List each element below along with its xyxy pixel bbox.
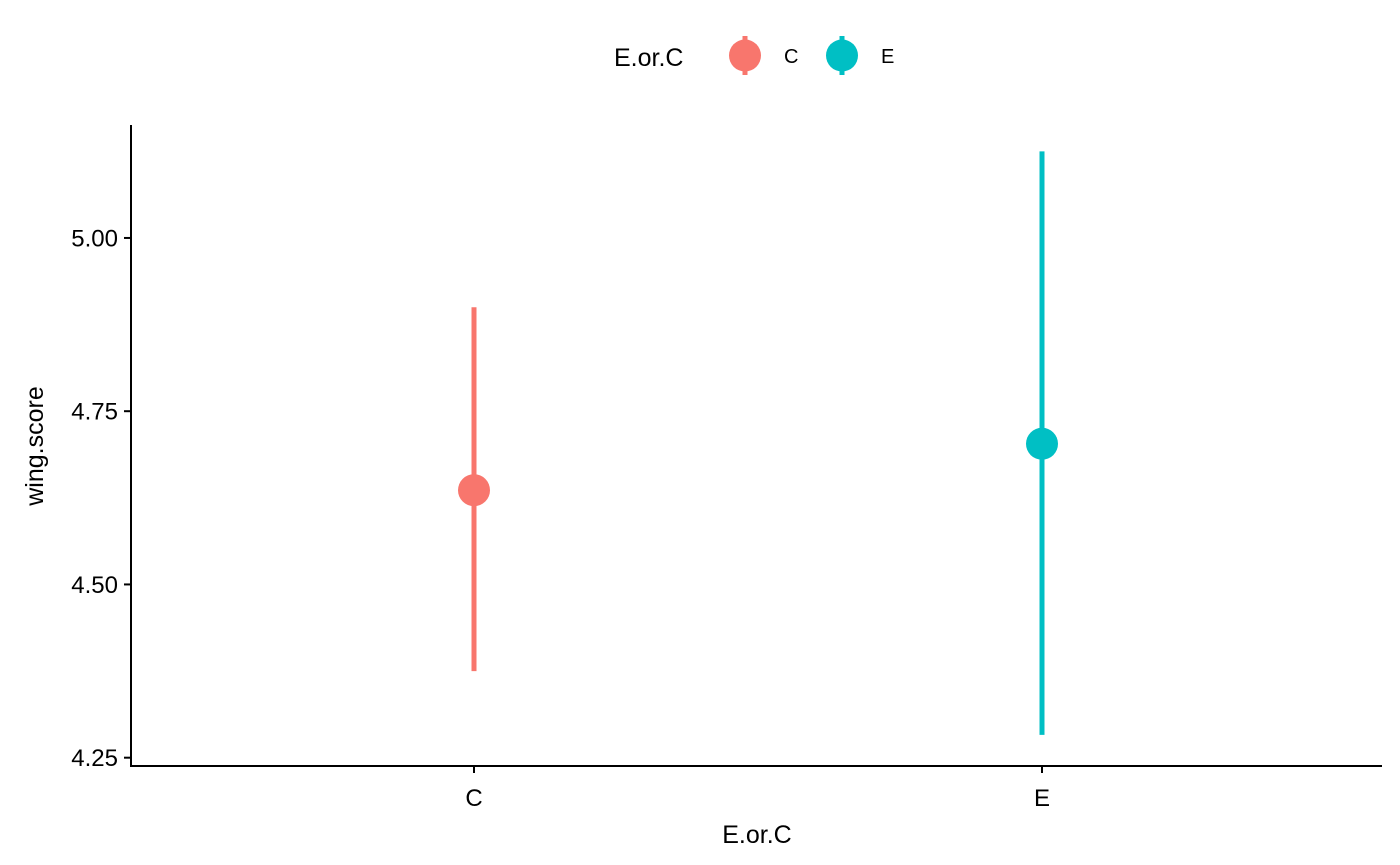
y-axis-title: wing.score	[21, 386, 49, 507]
y-tick-label: 4.75	[71, 399, 118, 426]
legend-label-c: C	[784, 46, 798, 68]
x-axis-title: E.or.C	[722, 821, 791, 849]
x-tick-label: E	[1034, 785, 1050, 812]
y-tick-label: 4.50	[71, 572, 118, 599]
x-tick-label: C	[465, 785, 482, 812]
legend-label-e: E	[881, 46, 894, 68]
legend-key-e	[826, 36, 858, 75]
mean-point-c	[458, 474, 490, 507]
y-tick-label: 5.00	[71, 225, 118, 252]
legend-key-e-point	[826, 39, 858, 72]
legend: E.or.C C E	[614, 36, 894, 75]
plot-marks	[458, 151, 1058, 735]
legend-title: E.or.C	[614, 44, 683, 72]
mean-point-e	[1026, 427, 1058, 460]
y-axis-ticks: 4.25 4.50 4.75 5.00	[71, 225, 131, 772]
legend-key-c-point	[729, 39, 761, 72]
y-tick-label: 4.25	[71, 745, 118, 772]
legend-key-c	[729, 36, 761, 75]
